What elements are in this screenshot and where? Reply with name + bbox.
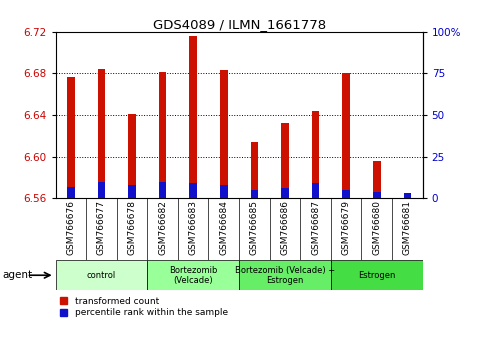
- Bar: [128, 114, 136, 198]
- Text: agent: agent: [2, 270, 32, 280]
- Bar: [342, 73, 350, 198]
- Bar: [251, 190, 258, 198]
- Text: Estrogen: Estrogen: [358, 271, 396, 280]
- Bar: [220, 70, 227, 198]
- Bar: [251, 142, 258, 198]
- Bar: [159, 73, 167, 198]
- Title: GDS4089 / ILMN_1661778: GDS4089 / ILMN_1661778: [153, 18, 326, 31]
- Bar: [56, 260, 147, 290]
- Bar: [220, 185, 227, 198]
- Bar: [98, 69, 105, 198]
- Bar: [312, 111, 319, 198]
- Bar: [373, 161, 381, 198]
- Bar: [331, 260, 423, 290]
- Bar: [159, 182, 167, 198]
- Bar: [281, 123, 289, 198]
- Bar: [67, 76, 75, 198]
- Bar: [189, 183, 197, 198]
- Legend: transformed count, percentile rank within the sample: transformed count, percentile rank withi…: [60, 297, 227, 317]
- Text: control: control: [87, 271, 116, 280]
- Bar: [98, 182, 105, 198]
- Bar: [342, 190, 350, 198]
- Text: Bortezomib
(Velcade): Bortezomib (Velcade): [169, 266, 217, 285]
- Bar: [189, 36, 197, 198]
- Bar: [67, 187, 75, 198]
- Bar: [312, 183, 319, 198]
- Bar: [239, 260, 331, 290]
- Bar: [147, 260, 239, 290]
- Bar: [281, 188, 289, 198]
- Bar: [403, 193, 411, 198]
- Bar: [373, 192, 381, 198]
- Bar: [128, 185, 136, 198]
- Text: Bortezomib (Velcade) +
Estrogen: Bortezomib (Velcade) + Estrogen: [235, 266, 335, 285]
